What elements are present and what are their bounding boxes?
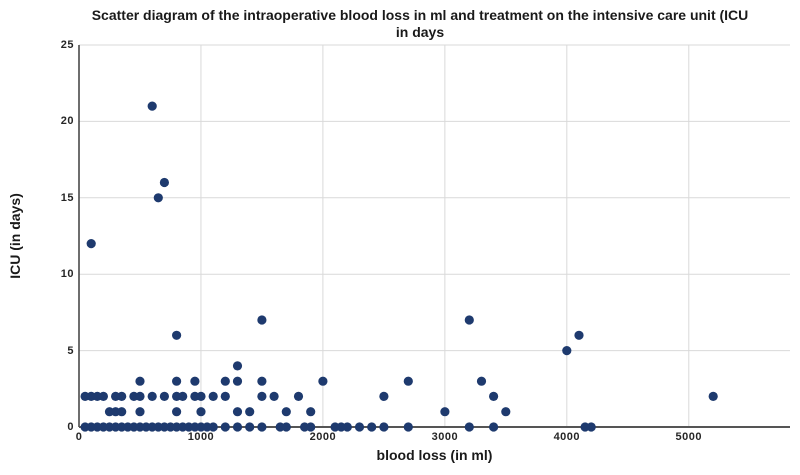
data-point — [379, 422, 389, 432]
data-point — [147, 101, 157, 111]
data-point — [318, 376, 328, 386]
data-point — [574, 330, 584, 340]
chart-title-line1: Scatter diagram of the intraoperative bl… — [91, 7, 749, 23]
data-point — [476, 376, 487, 386]
data-point — [178, 391, 188, 401]
data-point — [232, 361, 243, 371]
data-point — [403, 376, 413, 386]
data-point — [306, 422, 316, 432]
data-point — [159, 391, 169, 401]
data-point — [220, 376, 230, 386]
data-point — [172, 330, 182, 340]
data-point — [708, 391, 718, 401]
data-point — [245, 407, 255, 417]
data-point — [281, 407, 291, 417]
data-point — [440, 407, 450, 417]
data-point — [172, 376, 182, 386]
data-point — [172, 407, 182, 417]
data-point — [220, 422, 230, 432]
data-point — [257, 376, 267, 386]
data-point — [562, 346, 572, 356]
data-point — [117, 391, 127, 401]
x-axis-label: blood loss (in ml) — [376, 447, 493, 463]
data-point — [293, 391, 304, 401]
data-point — [489, 391, 499, 401]
data-point — [269, 391, 279, 401]
chart-title: Scatter diagram of the intraoperative bl… — [0, 7, 800, 41]
data-point — [306, 407, 316, 417]
data-point — [196, 391, 206, 401]
chart-title-line2: in days — [395, 24, 445, 40]
data-point — [98, 391, 108, 401]
data-point — [135, 376, 145, 386]
data-point — [354, 422, 365, 432]
data-point — [379, 391, 389, 401]
data-point — [464, 422, 474, 432]
data-point — [281, 422, 291, 432]
data-point — [135, 391, 145, 401]
data-point — [86, 239, 96, 249]
data-point — [208, 422, 218, 432]
data-point — [501, 407, 511, 417]
data-point — [257, 391, 267, 401]
data-point — [489, 422, 499, 432]
data-point — [159, 177, 169, 188]
data-point — [196, 407, 206, 417]
data-point — [190, 376, 200, 386]
data-point — [232, 376, 243, 386]
data-point — [208, 391, 218, 401]
data-point — [232, 407, 243, 417]
data-point — [220, 391, 230, 401]
data-point — [342, 422, 352, 432]
data-point — [403, 422, 413, 432]
data-point — [257, 315, 267, 325]
data-point — [367, 422, 377, 432]
data-point — [153, 193, 163, 203]
data-point — [586, 422, 596, 432]
data-point — [147, 391, 157, 401]
data-point — [117, 407, 127, 417]
data-point — [257, 422, 267, 432]
data-point — [464, 315, 474, 325]
data-point — [232, 422, 243, 432]
data-point — [245, 422, 255, 432]
data-point — [135, 407, 145, 417]
